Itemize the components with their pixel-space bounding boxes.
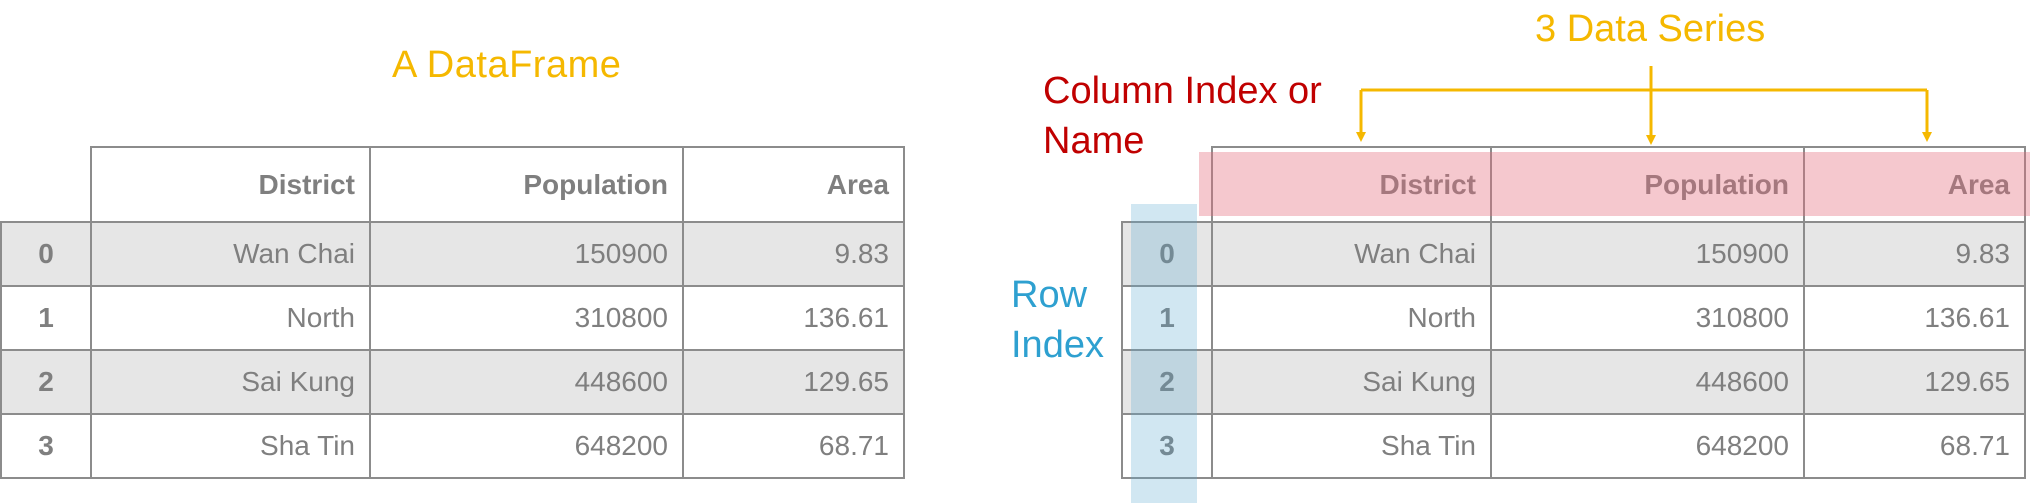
district-cell: Wan Chai xyxy=(90,221,371,287)
row-index-cell: 2 xyxy=(0,349,92,415)
district-cell: North xyxy=(1211,285,1492,351)
table-row: 0 Wan Chai 150900 9.83 xyxy=(1121,221,2026,287)
data-series-label: 3 Data Series xyxy=(1535,8,1766,50)
header-population: Population xyxy=(1490,146,1805,223)
row-index-cell: 3 xyxy=(0,413,92,479)
row-index-highlight xyxy=(1131,204,1197,503)
table-row: 0 Wan Chai 150900 9.83 xyxy=(0,221,905,287)
table-row: 1 North 310800 136.61 xyxy=(0,285,905,351)
district-cell: Sha Tin xyxy=(1211,413,1492,479)
header-row: District Population Area xyxy=(1,146,905,223)
dataframe-table-left: District Population Area 0 Wan Chai 1509… xyxy=(0,146,905,479)
district-cell: Sha Tin xyxy=(90,413,371,479)
table-row: 2 Sai Kung 448600 129.65 xyxy=(0,349,905,415)
area-cell: 129.65 xyxy=(1803,349,2026,415)
area-cell: 68.71 xyxy=(1803,413,2026,479)
column-index-label: Column Index or Name xyxy=(1043,70,1322,162)
population-cell: 150900 xyxy=(1490,221,1805,287)
area-cell: 136.61 xyxy=(682,285,905,351)
header-area: Area xyxy=(682,146,905,223)
population-cell: 310800 xyxy=(369,285,684,351)
population-cell: 448600 xyxy=(1490,349,1805,415)
header-population: Population xyxy=(369,146,684,223)
population-cell: 150900 xyxy=(369,221,684,287)
population-cell: 448600 xyxy=(369,349,684,415)
area-cell: 9.83 xyxy=(1803,221,2026,287)
area-cell: 68.71 xyxy=(682,413,905,479)
dataframe-table-right: District Population Area 0 Wan Chai 1509… xyxy=(1121,146,2026,479)
table-row: 2 Sai Kung 448600 129.65 xyxy=(1121,349,2026,415)
district-cell: Sai Kung xyxy=(1211,349,1492,415)
population-cell: 648200 xyxy=(1490,413,1805,479)
row-index-cell: 1 xyxy=(0,285,92,351)
dataframe-title: A DataFrame xyxy=(392,44,622,86)
area-cell: 129.65 xyxy=(682,349,905,415)
population-cell: 310800 xyxy=(1490,285,1805,351)
area-cell: 9.83 xyxy=(682,221,905,287)
population-cell: 648200 xyxy=(369,413,684,479)
area-cell: 136.61 xyxy=(1803,285,2026,351)
district-cell: North xyxy=(90,285,371,351)
header-district: District xyxy=(90,146,371,223)
row-index-label: Row Index xyxy=(1011,274,1104,366)
row-index-cell: 0 xyxy=(1121,221,1213,287)
table-row: 1 North 310800 136.61 xyxy=(1121,285,2026,351)
district-cell: Wan Chai xyxy=(1211,221,1492,287)
header-district: District xyxy=(1211,146,1492,223)
row-index-cell: 1 xyxy=(1121,285,1213,351)
district-cell: Sai Kung xyxy=(90,349,371,415)
header-row: District Population Area xyxy=(1122,146,2026,223)
header-area: Area xyxy=(1803,146,2026,223)
table-row: 3 Sha Tin 648200 68.71 xyxy=(0,413,905,479)
header-blank-cell xyxy=(1,147,91,223)
table-row: 3 Sha Tin 648200 68.71 xyxy=(1121,413,2026,479)
row-index-cell: 0 xyxy=(0,221,92,287)
header-blank-cell xyxy=(1122,147,1212,223)
row-index-cell: 2 xyxy=(1121,349,1213,415)
column-index-highlight xyxy=(1199,152,2030,216)
row-index-cell: 3 xyxy=(1121,413,1213,479)
